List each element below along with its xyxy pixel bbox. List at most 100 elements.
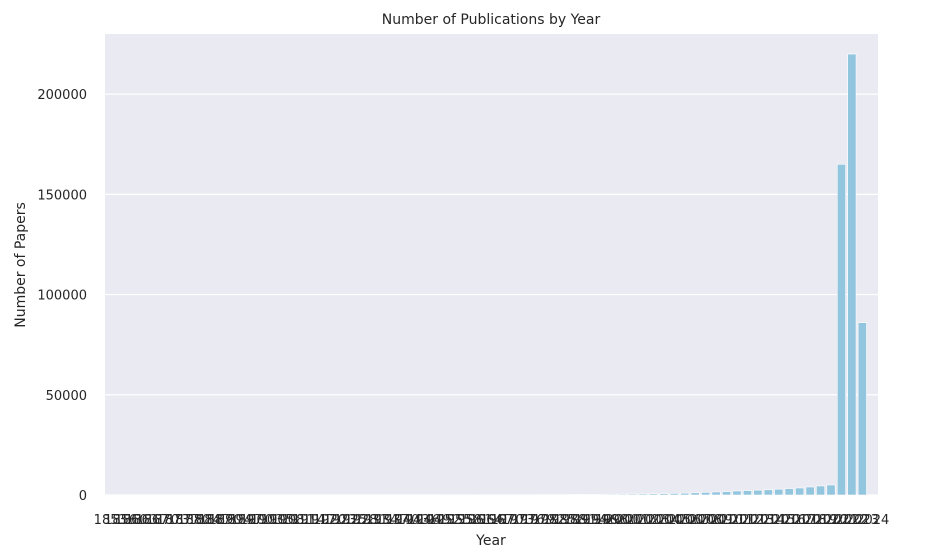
x-tick-label: 2019: [804, 513, 837, 528]
x-tick-label: 1970: [491, 513, 524, 528]
bar: [753, 489, 763, 496]
x-tick-label: 2010: [710, 513, 743, 528]
x-tick-label: 1998: [595, 513, 628, 528]
x-tick-label: 1979: [522, 513, 555, 528]
bar: [847, 53, 857, 496]
x-tick-label: 1900: [240, 513, 273, 528]
y-tick-label: 100000: [37, 289, 87, 304]
x-tick-label: 2007: [679, 513, 712, 528]
bar: [669, 493, 679, 496]
x-tick-label: 2008: [689, 513, 722, 528]
x-tick-label: 1877: [167, 513, 200, 528]
bar: [711, 491, 721, 496]
x-tick-label: 1988: [553, 513, 586, 528]
x-tick-label: 1884: [188, 513, 221, 528]
bar: [648, 493, 658, 496]
x-tick-label: 1908: [271, 513, 304, 528]
x-tick-label: 2006: [668, 513, 701, 528]
bar: [596, 493, 606, 496]
x-tick-label: 1982: [532, 513, 565, 528]
bar: [836, 163, 846, 496]
x-tick-labels: 1853185618601863186718701873187718801884…: [94, 513, 890, 528]
bar: [857, 322, 867, 496]
x-tick-label: 2011: [720, 513, 753, 528]
chart-title: Number of Publications by Year: [382, 12, 601, 28]
bar: [690, 492, 700, 496]
bar: [586, 494, 596, 496]
bar: [784, 488, 794, 496]
x-tick-label: 1964: [470, 513, 503, 528]
x-tick-label: 2001: [616, 513, 649, 528]
x-tick-label: 2013: [741, 513, 774, 528]
bars: [105, 53, 878, 496]
y-tick-label: 0: [79, 489, 87, 504]
bar: [617, 493, 627, 496]
x-tick-label: 1856: [104, 513, 137, 528]
x-tick-label: 2002: [626, 513, 659, 528]
bar: [732, 490, 742, 496]
bar: [816, 485, 826, 496]
x-tick-label: 1940: [386, 513, 419, 528]
bar: [763, 489, 773, 496]
x-tick-label: 2009: [700, 513, 733, 528]
x-tick-label: 1923: [323, 513, 356, 528]
x-tick-label: 2017: [783, 513, 816, 528]
x-tick-label: 1867: [135, 513, 168, 528]
x-tick-label: 2024: [856, 513, 889, 528]
x-tick-label: 2012: [731, 513, 764, 528]
x-axis-label: Year: [475, 533, 506, 549]
x-tick-label: 2016: [773, 513, 806, 528]
x-tick-label: 1911: [282, 513, 315, 528]
x-tick-label: 1958: [449, 513, 482, 528]
x-tick-label: 1917: [303, 513, 336, 528]
x-tick-label: 1934: [365, 513, 398, 528]
x-tick-label: 1967: [480, 513, 513, 528]
x-tick-label: 1920: [313, 513, 346, 528]
x-tick-label: 1928: [344, 513, 377, 528]
x-tick-label: 1996: [585, 513, 618, 528]
x-tick-label: 1973: [501, 513, 534, 528]
x-tick-label: 1925: [334, 513, 367, 528]
bar: [722, 491, 732, 496]
x-tick-label: 1985: [543, 513, 576, 528]
x-tick-label: 1880: [177, 513, 210, 528]
x-tick-label: 2004: [647, 513, 680, 528]
bar: [607, 493, 617, 496]
x-tick-label: 1976: [512, 513, 545, 528]
bar: [826, 484, 836, 496]
bar: [628, 493, 637, 496]
x-tick-label: 1905: [261, 513, 294, 528]
x-tick-label: 1890: [209, 513, 242, 528]
bar: [774, 488, 784, 496]
x-tick-label: 2015: [762, 513, 795, 528]
x-tick-label: 1853: [94, 513, 127, 528]
bar: [795, 487, 805, 496]
x-tick-label: 1931: [355, 513, 388, 528]
x-tick-label: 1937: [376, 513, 409, 528]
x-tick-label: 2023: [846, 513, 879, 528]
y-tick-labels: 0 50000 100000 150000 200000: [37, 88, 87, 504]
x-tick-label: 1994: [574, 513, 607, 528]
x-tick-label: 2000: [606, 513, 639, 528]
x-tick-label: 1991: [564, 513, 597, 528]
x-tick-label: 1914: [292, 513, 325, 528]
bar: [805, 486, 815, 496]
x-tick-label: 1887: [198, 513, 231, 528]
plot-background: [105, 34, 878, 495]
y-tick-label: 200000: [37, 88, 87, 103]
bar: [680, 492, 690, 496]
y-axis-label: Number of Papers: [13, 202, 29, 328]
bar: [659, 493, 669, 496]
x-tick-label: 1961: [459, 513, 492, 528]
x-tick-label: 1894: [219, 513, 252, 528]
bar: [701, 492, 711, 496]
x-tick-label: 2014: [752, 513, 785, 528]
x-tick-label: 2021: [825, 513, 858, 528]
x-tick-label: 2020: [814, 513, 847, 528]
x-tick-label: 2018: [794, 513, 827, 528]
y-tick-label: 150000: [37, 188, 87, 203]
bar: [575, 494, 585, 496]
x-tick-label: 1903: [250, 513, 283, 528]
x-tick-label: 1946: [407, 513, 440, 528]
